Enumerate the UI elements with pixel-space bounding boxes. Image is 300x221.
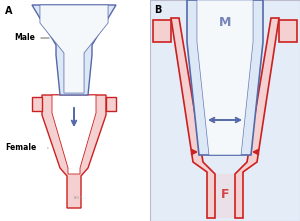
Bar bbox=[106, 97, 116, 111]
Polygon shape bbox=[171, 18, 215, 218]
Polygon shape bbox=[215, 174, 235, 218]
Text: Female: Female bbox=[5, 143, 36, 152]
Text: A: A bbox=[5, 6, 13, 16]
Bar bbox=[153, 20, 171, 42]
Polygon shape bbox=[42, 95, 106, 208]
Polygon shape bbox=[197, 0, 253, 155]
Bar bbox=[0, 0, 148, 221]
Bar bbox=[150, 0, 300, 221]
Bar bbox=[279, 20, 297, 42]
Polygon shape bbox=[187, 0, 263, 155]
Text: M: M bbox=[219, 15, 231, 29]
Text: Male: Male bbox=[14, 34, 35, 42]
Text: BH S...: BH S... bbox=[74, 196, 86, 200]
Bar bbox=[32, 97, 42, 111]
Bar bbox=[150, 0, 300, 221]
Polygon shape bbox=[40, 5, 108, 93]
Polygon shape bbox=[197, 0, 253, 155]
Polygon shape bbox=[52, 95, 96, 174]
Polygon shape bbox=[32, 5, 116, 95]
Text: F: F bbox=[221, 189, 229, 202]
Polygon shape bbox=[235, 18, 279, 218]
Text: B: B bbox=[154, 5, 161, 15]
Polygon shape bbox=[40, 5, 108, 93]
